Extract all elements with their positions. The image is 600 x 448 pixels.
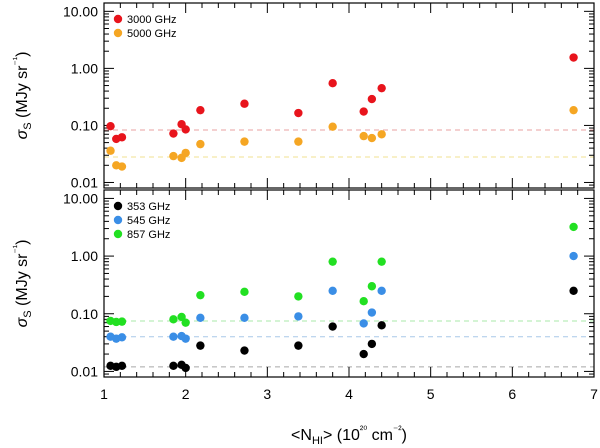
data-point-3000-ghz: [181, 125, 190, 134]
data-point-545-ghz: [169, 332, 178, 341]
legend-marker-545-ghz: [113, 215, 123, 225]
panel-top: 0.01 0.10 1.00 10.00 3000 GHz 5000 GHz: [63, 2, 595, 190]
data-point-353-ghz: [181, 363, 190, 373]
data-point-857-ghz: [294, 292, 303, 301]
data-point-545-ghz: [377, 286, 386, 296]
x-tick-label: 3: [263, 386, 271, 402]
data-point-5000-ghz: [359, 131, 368, 141]
plot-frame-top: [103, 2, 595, 189]
x-tick-label: 1: [100, 386, 108, 402]
y-tick-label: 0.01: [71, 363, 98, 379]
plot-frame-bottom: [103, 189, 595, 378]
data-point-353-ghz: [367, 339, 377, 349]
data-point-353-ghz: [294, 341, 303, 350]
data-point-353-ghz: [569, 286, 578, 296]
data-point-353-ghz: [240, 346, 249, 355]
data-point-5000-ghz: [169, 151, 178, 161]
data-point-353-ghz: [359, 349, 368, 359]
data-point-857-ghz: [117, 317, 127, 326]
data-point-545-ghz: [181, 334, 190, 343]
data-point-857-ghz: [377, 257, 386, 266]
data-point-3000-ghz: [377, 83, 386, 93]
data-point-3000-ghz: [359, 107, 368, 116]
data-point-5000-ghz: [377, 130, 386, 139]
data-point-857-ghz: [328, 257, 337, 266]
data-point-3000-ghz: [569, 53, 578, 62]
data-point-5000-ghz: [181, 148, 190, 158]
data-point-3000-ghz: [240, 99, 249, 108]
legend-label-545-ghz: 545 GHz: [127, 215, 170, 227]
data-point-545-ghz: [240, 313, 249, 323]
y-tick-label: 10.00: [63, 190, 98, 206]
data-point-545-ghz: [328, 286, 337, 296]
y-tick-label: 0.10: [71, 306, 98, 322]
data-point-3000-ghz: [169, 129, 178, 138]
legend-label-5000-ghz: 5000 GHz: [127, 28, 177, 40]
data-point-545-ghz: [294, 312, 303, 321]
legend-label-353-ghz: 353 GHz: [127, 201, 170, 213]
data-point-353-ghz: [377, 321, 386, 330]
data-point-3000-ghz: [117, 133, 127, 142]
y-tick-label: 10.00: [63, 3, 98, 19]
legend-marker-857-ghz: [113, 229, 123, 239]
legend-marker-5000-ghz: [113, 28, 123, 38]
x-tick-label: 4: [345, 386, 353, 402]
data-point-5000-ghz: [196, 139, 205, 149]
data-point-3000-ghz: [367, 94, 377, 104]
legend-marker-3000-ghz: [113, 14, 123, 24]
y-axis-title-top: σS (MJy sr⁻¹): [12, 52, 34, 140]
x-axis-title: <NHI> (10²⁰ cm⁻²): [291, 425, 407, 447]
data-point-857-ghz: [181, 318, 190, 327]
y-tick-label: 1.00: [71, 248, 98, 264]
data-point-5000-ghz: [117, 162, 127, 171]
data-point-3000-ghz: [106, 121, 115, 131]
data-point-5000-ghz: [569, 105, 578, 115]
panel-bottom: 0.01 0.10 1.00 10.00 1 2 3 4 5 6 7 353 GHz 545 GHz 85…: [63, 189, 598, 402]
legend-label-857-ghz: 857 GHz: [127, 229, 170, 241]
data-point-353-ghz: [196, 341, 205, 350]
data-point-3000-ghz: [294, 108, 303, 118]
x-tick-label: 6: [508, 386, 516, 402]
data-point-857-ghz: [359, 297, 368, 306]
data-point-545-ghz: [196, 313, 205, 323]
data-point-545-ghz: [359, 319, 368, 328]
data-point-3000-ghz: [328, 78, 337, 88]
data-point-5000-ghz: [367, 133, 377, 143]
legend-marker-353-ghz: [113, 201, 123, 211]
data-point-857-ghz: [240, 287, 249, 297]
data-point-353-ghz: [328, 322, 337, 331]
legend-label-3000-ghz: 3000 GHz: [127, 14, 177, 26]
data-point-353-ghz: [169, 361, 178, 371]
data-point-5000-ghz: [240, 137, 249, 146]
x-tick-label: 5: [427, 386, 435, 402]
data-point-857-ghz: [367, 282, 377, 291]
labels: σS (MJy sr⁻¹) σS (MJy sr⁻¹) <NHI> (10²⁰ cm…: [12, 52, 407, 447]
y-tick-label: 0.01: [71, 174, 98, 190]
data-point-857-ghz: [169, 315, 178, 324]
x-tick-label: 2: [182, 386, 190, 402]
x-tick-label: 7: [590, 386, 598, 402]
data-point-857-ghz: [569, 222, 578, 232]
data-point-857-ghz: [196, 290, 205, 300]
data-point-545-ghz: [117, 333, 127, 342]
data-point-5000-ghz: [328, 122, 337, 131]
y-tick-label: 0.10: [71, 117, 98, 133]
data-point-545-ghz: [367, 308, 377, 317]
data-point-545-ghz: [569, 251, 578, 261]
data-point-5000-ghz: [294, 137, 303, 146]
y-tick-label: 1.00: [71, 60, 98, 76]
data-point-3000-ghz: [196, 105, 205, 115]
data-point-353-ghz: [117, 361, 127, 371]
y-axis-title-bottom: σS (MJy sr⁻¹): [12, 240, 34, 328]
data-point-5000-ghz: [106, 146, 115, 155]
